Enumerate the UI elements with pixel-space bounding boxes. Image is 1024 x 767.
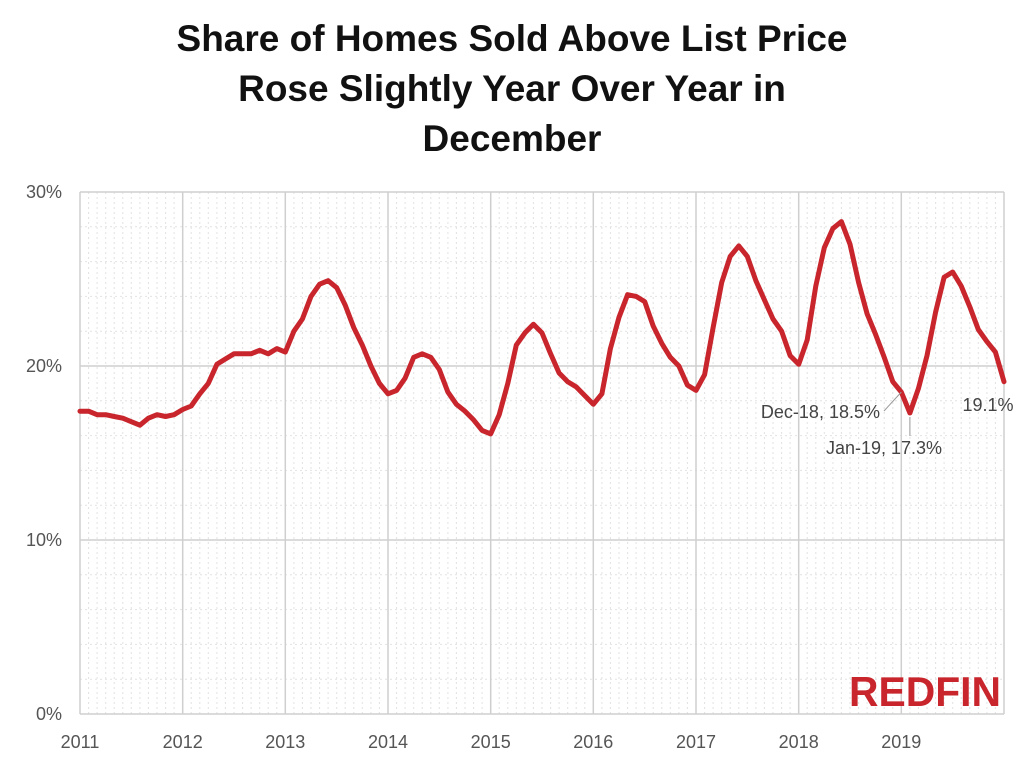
y-tick-label: 30% bbox=[26, 182, 62, 202]
x-tick-label: 2019 bbox=[881, 732, 921, 752]
annotation-leader-dec-18 bbox=[883, 391, 902, 412]
y-axis-ticks: 0% 10% 20% 30% bbox=[26, 182, 62, 724]
annotation-last-value: 19.1% bbox=[962, 395, 1013, 415]
series-layer bbox=[77, 219, 1007, 437]
x-tick-label: 2015 bbox=[471, 732, 511, 752]
x-tick-label: 2016 bbox=[573, 732, 613, 752]
minor-gridlines bbox=[80, 192, 1004, 714]
x-tick-label: 2014 bbox=[368, 732, 408, 752]
x-tick-label: 2017 bbox=[676, 732, 716, 752]
redfin-logo: REDFIN bbox=[849, 668, 1001, 715]
chart-title-line-3: December bbox=[422, 118, 602, 159]
y-tick-label: 10% bbox=[26, 530, 62, 550]
annotation-dec-18: Dec-18, 18.5% bbox=[761, 402, 880, 422]
chart-title-line-1: Share of Homes Sold Above List Price bbox=[176, 18, 848, 59]
x-tick-label: 2012 bbox=[163, 732, 203, 752]
annotations-layer: Dec-18, 18.5% Jan-19, 17.3% 19.1% bbox=[761, 391, 1014, 458]
x-tick-label: 2011 bbox=[61, 732, 100, 752]
y-tick-label: 0% bbox=[36, 704, 62, 724]
x-tick-label: 2018 bbox=[779, 732, 819, 752]
y-tick-label: 20% bbox=[26, 356, 62, 376]
annotation-jan-19: Jan-19, 17.3% bbox=[826, 438, 942, 458]
x-axis-ticks: 2011 2012 2013 2014 2015 2016 2017 2018 2019 bbox=[61, 732, 922, 752]
major-gridlines bbox=[79, 191, 1005, 715]
x-tick-label: 2013 bbox=[265, 732, 305, 752]
series-line bbox=[77, 219, 1007, 437]
chart-title-line-2: Rose Slightly Year Over Year in bbox=[238, 68, 786, 109]
chart-title: Share of Homes Sold Above List Price Ros… bbox=[0, 14, 1024, 164]
